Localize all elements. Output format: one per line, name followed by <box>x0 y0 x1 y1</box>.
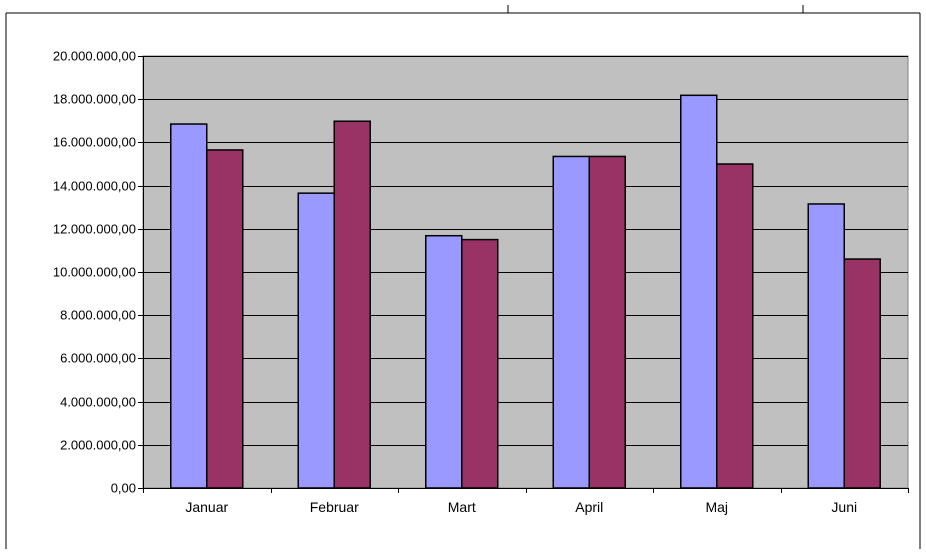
bar-series-2-februar <box>333 120 371 489</box>
bar-series-2-juni <box>843 258 881 489</box>
bar-series-1-februar <box>297 192 335 489</box>
y-tick-label: 18.000.000,00 <box>53 92 136 107</box>
x-tick-label: April <box>575 499 603 515</box>
bar-series-2-maj <box>716 163 754 489</box>
x-tick-label: Januar <box>185 499 228 515</box>
x-tick-label: Maj <box>705 499 728 515</box>
bar-series-1-maj <box>680 94 718 489</box>
y-tick-label: 4.000.000,00 <box>60 395 136 410</box>
bar-series-1-mart <box>425 234 463 489</box>
axes <box>138 56 909 493</box>
y-tick-label: 10.000.000,00 <box>53 265 136 280</box>
gridlines <box>143 56 908 446</box>
bar-series-1-april <box>552 155 590 489</box>
bar-series-2-januar <box>206 149 244 489</box>
bar-series-2-april <box>588 155 626 489</box>
y-tick-label: 0,00 <box>111 481 136 496</box>
x-tick-labels: Januar Februar Mart April Maj Juni <box>185 499 857 515</box>
x-tick-label: Juni <box>831 499 857 515</box>
y-tick-label: 6.000.000,00 <box>60 351 136 366</box>
bar-series-1-juni <box>807 203 845 489</box>
x-tick-label: Mart <box>448 499 476 515</box>
y-tick-label: 16.000.000,00 <box>53 135 136 150</box>
bar-series-2-mart <box>461 238 499 489</box>
y-tick-label: 20.000.000,00 <box>53 49 136 64</box>
y-tick-label: 14.000.000,00 <box>53 179 136 194</box>
bars <box>170 94 881 489</box>
y-tick-labels: 0,00 2.000.000,00 4.000.000,00 6.000.000,00… <box>53 49 136 496</box>
bar-series-1-januar <box>170 123 208 489</box>
chart-frame <box>5 5 921 549</box>
y-tick-label: 12.000.000,00 <box>53 222 136 237</box>
x-tick-label: Februar <box>310 499 359 515</box>
y-tick-label: 2.000.000,00 <box>60 438 136 453</box>
y-tick-label: 8.000.000,00 <box>60 308 136 323</box>
